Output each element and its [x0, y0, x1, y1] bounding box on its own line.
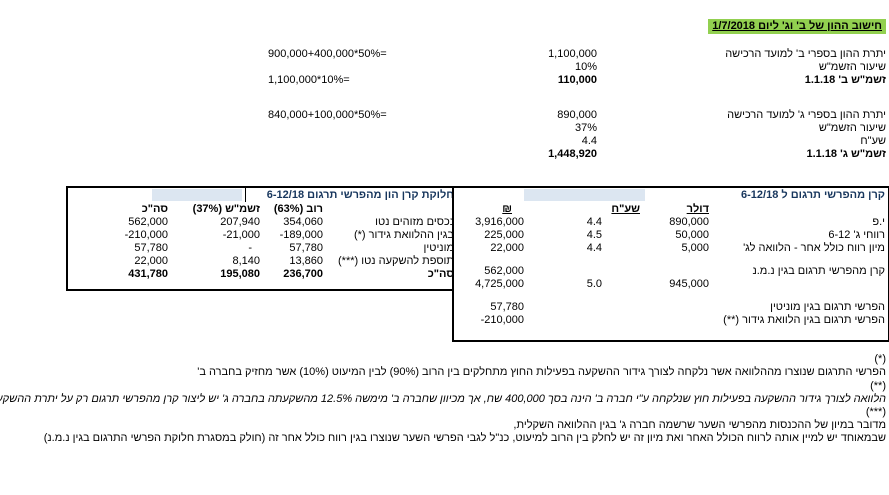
row-label: בגין ההלוואת גידור (*): [353, 229, 454, 241]
calc-formula: 1,100,000*10%=: [268, 74, 350, 86]
footnote-text: שבמאוחד יש למיין אותה לרווח הכולל האחר ו…: [43, 432, 886, 444]
cell-total: 431,780: [128, 268, 168, 280]
cell-total: -210,000: [124, 229, 168, 241]
col-header-majority: רוב (63%): [273, 203, 323, 215]
footnote-text: הלוואה לצורך גידור ההשקעה בפעילות חוץ שנ…: [0, 393, 886, 405]
translation-fund-table: קרן מהפרשי תרגום ל 6-12/18 דולר שע"ח ₪ י…: [452, 186, 889, 342]
cell-nis: 562,000: [484, 265, 524, 277]
row-label: מיון רווח כולל אחר - הלוואה לג': [743, 242, 885, 254]
allocation-table: חלוקת קרן הון מהפרשי תרגום 6-12/18 רוב (…: [66, 186, 459, 291]
row-label: נכסים מזוהים נטו: [375, 216, 454, 228]
calc-value: 4.4: [581, 135, 597, 147]
header-shade-cell: [152, 189, 242, 201]
calc-formula: 900,000+400,000*50%=: [268, 48, 387, 60]
cell-majority: 13,860: [289, 255, 323, 267]
calc-value: 890,000: [557, 109, 597, 121]
cell-nis: -210,000: [480, 314, 524, 326]
calc-label: זשמ"ש ג' 1.1.18: [806, 148, 886, 160]
calc-value: 1,448,920: [548, 148, 597, 160]
col-header-dollar: דולר: [686, 203, 709, 215]
calc-formula: 840,000+100,000*50%=: [268, 109, 387, 121]
calc-row: 1,100,000*10%= 110,000 זשמ"ש ב' 1.1.18: [0, 74, 889, 87]
col-header-nci: זשמ"ש (37%): [192, 203, 260, 215]
col-header-nis: ₪: [502, 203, 512, 215]
cell-nci: 195,080: [220, 268, 260, 280]
calc-row: 37% שיעור הזשמ"ש: [0, 122, 889, 135]
cell-nci: -21,000: [222, 229, 260, 241]
cell-majority: -189,000: [279, 229, 323, 241]
calc-label: שע"ח: [860, 135, 886, 147]
calc-row: 1,448,920 זשמ"ש ג' 1.1.18: [0, 148, 889, 161]
calc-value: 37%: [574, 122, 597, 134]
allocation-table-title: חלוקת קרן הון מהפרשי תרגום 6-12/18: [266, 189, 454, 201]
col-header-total: סה"כ: [141, 203, 168, 215]
row-label: תוספת להשקעה נטו (***): [338, 255, 454, 267]
row-label: קרן מהפרשי תרגום בגין נ.מ.נ: [752, 265, 885, 277]
header-shade-cell: [524, 189, 645, 201]
calc-row: 4.4 שע"ח: [0, 135, 889, 148]
cell-majority: 354,060: [283, 216, 323, 228]
row-label: הפרשי תרגום בגין מוניטין: [770, 301, 885, 313]
calc-label: יתרת ההון בספרי ג' למועד הרכישה: [727, 109, 886, 121]
cell-majority: 57,780: [289, 242, 323, 254]
cell-nis: 225,000: [484, 229, 524, 241]
calc-value: 1,100,000: [548, 48, 597, 60]
footnote-mark: (*): [874, 353, 886, 365]
page-title: חישוב ההון של ב' וג' ליום 1/7/2018: [708, 19, 886, 36]
footnote-text: הפרשי התרגום שנוצרו מההלוואה אשר נלקחה ל…: [197, 366, 886, 378]
calc-label: שיעור הזשמ"ש: [818, 61, 886, 73]
translation-fund-table-title: קרן מהפרשי תרגום ל 6-12/18: [741, 189, 885, 201]
cell-dollar: 890,000: [669, 216, 709, 228]
row-label: סה"כ: [427, 268, 454, 280]
row-label: הפרשי תרגום בגין הלוואת גידור (**): [723, 314, 885, 326]
row-label: מוניטין: [423, 242, 454, 254]
calc-label: זשמ"ש ב' 1.1.18: [804, 74, 886, 86]
footnote-mark: (***): [865, 406, 886, 418]
cell-rate: 4.5: [586, 229, 602, 241]
footnote-mark: (**): [870, 380, 886, 392]
cell-nis: 3,916,000: [475, 216, 524, 228]
row-label: רווחי ג' 6-12: [828, 229, 885, 241]
calc-label: יתרת ההון בספרי ב' למועד הרכישה: [725, 48, 886, 60]
footnote-text: מדובר במיון של ההכנסות מהפרשי השער שרשמה…: [513, 419, 886, 431]
calc-row: 900,000+400,000*50%= 1,100,000 יתרת ההון…: [0, 48, 889, 61]
cell-dollar: 50,000: [675, 229, 709, 241]
calc-label: שיעור הזשמ"ש: [818, 122, 886, 134]
cell-total: 57,780: [134, 242, 168, 254]
cell-rate: 4.4: [586, 216, 602, 228]
cell-nci: 207,940: [220, 216, 260, 228]
calc-value: 10%: [574, 61, 597, 73]
calc-row: 10% שיעור הזשמ"ש: [0, 61, 889, 74]
page-title-highlight: חישוב ההון של ב' וג' ליום 1/7/2018: [708, 19, 886, 34]
cell-dollar: 945,000: [669, 278, 709, 290]
row-label: י.פ: [872, 216, 885, 228]
calc-row: 840,000+100,000*50%= 890,000 יתרת ההון ב…: [0, 109, 889, 122]
cell-nis: 4,725,000: [475, 278, 524, 290]
cell-nis: 22,000: [490, 242, 524, 254]
header-divider: [245, 188, 246, 202]
cell-rate: 5.0: [586, 278, 602, 290]
col-header-rate: שע"ח: [611, 203, 640, 215]
cell-nis: 57,780: [490, 301, 524, 313]
cell-total: 22,000: [134, 255, 168, 267]
calc-value: 110,000: [557, 74, 597, 86]
cell-majority: 236,700: [283, 268, 323, 280]
cell-total: 562,000: [128, 216, 168, 228]
cell-rate: 4.4: [586, 242, 602, 254]
cell-nci: 8,140: [232, 255, 260, 267]
cell-nci: -: [248, 242, 252, 254]
cell-dollar: 5,000: [681, 242, 709, 254]
